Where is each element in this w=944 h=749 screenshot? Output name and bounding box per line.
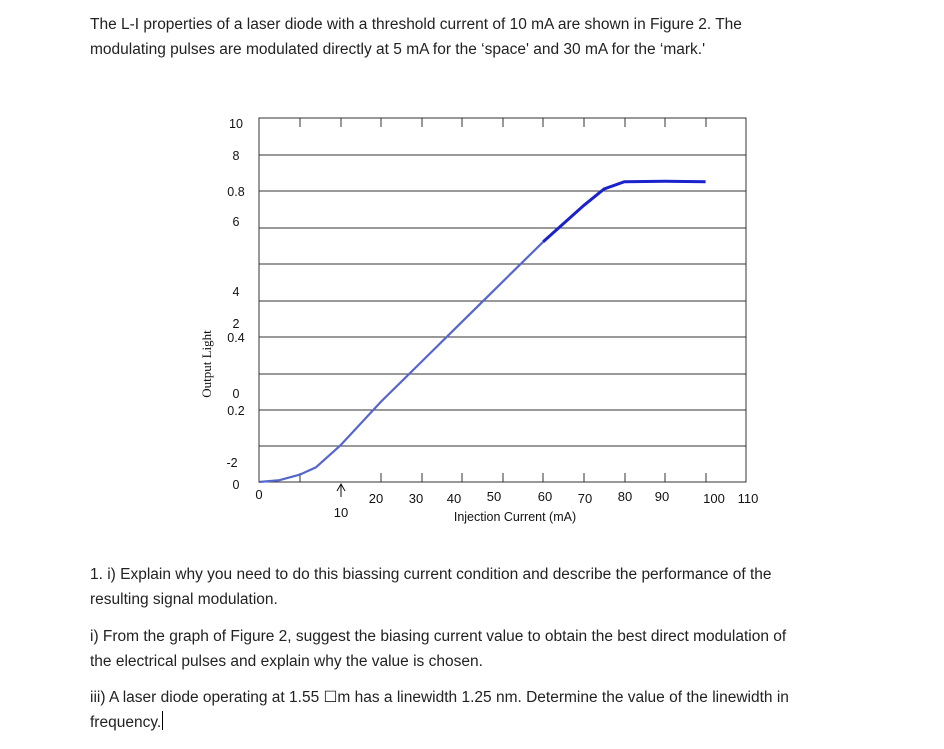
intro-line-2: modulating pulses are modulated directly… <box>90 41 706 58</box>
y-tick-label: 0 <box>233 478 240 492</box>
intro-line-1: The L-I properties of a laser diode with… <box>90 16 742 33</box>
x-tick-label: 50 <box>487 489 501 504</box>
x-tick-label: 110 <box>738 491 759 506</box>
question-3-line-2-text: frequency. <box>90 714 162 731</box>
y-tick-label: -2 <box>226 456 237 470</box>
x-tick-label: 20 <box>369 491 383 506</box>
y-axis-label: Output Light <box>199 330 214 398</box>
y-tick-label: 0.2 <box>227 404 244 418</box>
y-tick-label: 0 <box>233 387 240 401</box>
threshold-arrow-icon <box>336 482 346 497</box>
x-tick-label: 80 <box>618 489 632 504</box>
question-2-line-1: i) From the graph of Figure 2, suggest t… <box>90 628 787 645</box>
saturation-segment <box>542 179 706 243</box>
plot-frame <box>258 117 747 483</box>
x-tick-label: 70 <box>578 491 592 506</box>
question-2-line-2: the electrical pulses and explain why th… <box>90 653 483 670</box>
y-tick-label: 0.4 <box>227 331 244 345</box>
intro-paragraph: The L-I properties of a laser diode with… <box>90 12 890 62</box>
top-ticks <box>299 118 707 127</box>
x-tick-labels: 0 20 30 40 50 60 70 80 90 100 110 <box>255 487 758 506</box>
y-tick-label: 0.8 <box>227 185 244 199</box>
x-tick-label: 100 <box>703 491 725 506</box>
question-1-line-2: resulting signal modulation. <box>90 591 278 608</box>
x-tick-label: 40 <box>447 491 461 506</box>
x-tick-label: 60 <box>538 489 552 504</box>
y-tick-label: 8 <box>233 149 240 163</box>
question-1: 1. i) Explain why you need to do this bi… <box>90 562 890 612</box>
threshold-label: 10 <box>334 505 348 520</box>
gridlines <box>259 154 746 447</box>
y-tick-labels: 10 8 0.8 6 4 2 0.4 0 0.2 -2 0 <box>226 117 244 492</box>
y-tick-label: 2 <box>233 317 240 331</box>
question-2: i) From the graph of Figure 2, suggest t… <box>90 624 890 674</box>
x-tick-label: 90 <box>655 489 669 504</box>
question-3: iii) A laser diode operating at 1.55 ☐m … <box>90 685 890 735</box>
x-tick-label: 30 <box>409 491 423 506</box>
text-cursor <box>162 711 164 730</box>
y-tick-label: 10 <box>229 117 243 131</box>
li-curve-figure: 10 10 8 0.8 6 4 2 0.4 0 0.2 -2 0 0 20 30… <box>199 117 758 524</box>
y-tick-label: 4 <box>233 285 240 299</box>
question-3-line-2[interactable]: frequency. <box>90 710 890 735</box>
x-axis-label: Injection Current (mA) <box>454 510 576 524</box>
question-3-line-1: iii) A laser diode operating at 1.55 ☐m … <box>90 689 789 706</box>
x-tick-label: 0 <box>255 487 262 502</box>
question-1-line-1: 1. i) Explain why you need to do this bi… <box>90 566 772 583</box>
bottom-ticks <box>299 473 707 482</box>
y-tick-label: 6 <box>233 215 240 229</box>
